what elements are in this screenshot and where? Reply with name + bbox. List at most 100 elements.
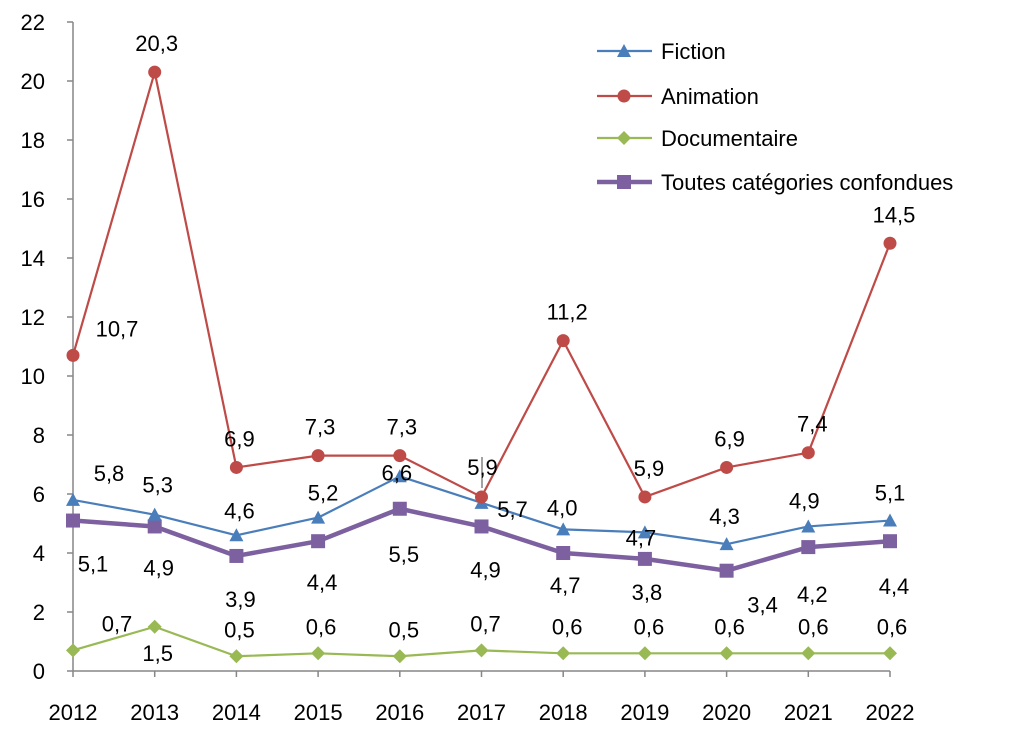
data-point bbox=[311, 534, 326, 549]
legend-marker bbox=[617, 131, 631, 145]
data-point bbox=[801, 446, 815, 460]
legend-label: Fiction bbox=[661, 39, 726, 64]
data-point bbox=[148, 65, 162, 79]
data-label: 5,1 bbox=[875, 481, 906, 506]
data-label: 7,3 bbox=[387, 415, 418, 440]
data-label: 0,5 bbox=[389, 617, 420, 642]
data-point bbox=[556, 646, 571, 661]
legend-marker bbox=[617, 44, 631, 57]
data-label: 5,8 bbox=[94, 461, 125, 486]
data-label: 10,7 bbox=[96, 316, 139, 341]
y-tick-label: 14 bbox=[21, 246, 45, 271]
legend-label: Toutes catégories confondues bbox=[661, 170, 953, 195]
data-point bbox=[475, 490, 488, 504]
x-tick-label: 2016 bbox=[375, 700, 424, 725]
data-label: 5,5 bbox=[389, 542, 420, 567]
data-label: 5,7 bbox=[497, 497, 528, 522]
data-label: 0,6 bbox=[877, 614, 908, 639]
data-label: 0,6 bbox=[306, 614, 337, 639]
data-label: 6,6 bbox=[382, 460, 413, 485]
data-labels: 5,8 5,3 4,6 5,2 6,6 5,7 4,0 4,7 4,3 4,9 5,1 10,7 20,… bbox=[78, 31, 916, 666]
data-label: 0,7 bbox=[102, 611, 133, 636]
data-point bbox=[801, 519, 816, 533]
data-label: 0,5 bbox=[224, 617, 255, 642]
data-label: 5,9 bbox=[634, 456, 665, 481]
legend-entry: Toutes catégories confondues bbox=[597, 170, 953, 195]
series-diamond bbox=[66, 619, 897, 664]
legend-label: Animation bbox=[661, 84, 759, 109]
data-label: 20,3 bbox=[135, 31, 178, 56]
y-tick-label: 4 bbox=[33, 541, 45, 566]
data-point bbox=[229, 528, 244, 542]
data-point bbox=[147, 519, 162, 534]
y-tick-label: 2 bbox=[33, 600, 45, 625]
data-label: 7,3 bbox=[305, 415, 336, 440]
data-point bbox=[393, 449, 407, 463]
x-tick-label: 2013 bbox=[130, 700, 179, 725]
data-point bbox=[637, 646, 652, 661]
data-label: 11,2 bbox=[547, 300, 588, 325]
data-point bbox=[801, 540, 816, 555]
data-point bbox=[719, 646, 734, 661]
data-label: 5,2 bbox=[308, 481, 339, 506]
data-label: 3,9 bbox=[225, 587, 256, 612]
x-tick-label: 2012 bbox=[49, 700, 98, 725]
data-label: 4,7 bbox=[550, 573, 581, 598]
x-tick-label: 2020 bbox=[702, 700, 751, 725]
data-point bbox=[392, 469, 407, 483]
data-point bbox=[311, 449, 325, 463]
data-label: 4,7 bbox=[626, 525, 657, 550]
data-label: 5,3 bbox=[142, 473, 173, 498]
series-layer bbox=[66, 65, 897, 664]
x-tick-label: 2019 bbox=[620, 700, 669, 725]
data-label: 5,1 bbox=[78, 552, 109, 577]
x-tick-label: 2022 bbox=[866, 700, 915, 725]
data-point bbox=[311, 646, 326, 661]
legend-marker bbox=[617, 89, 631, 103]
data-point bbox=[719, 537, 734, 551]
data-label: 4,6 bbox=[224, 498, 255, 523]
x-tick-label: 2021 bbox=[784, 700, 833, 725]
data-point bbox=[883, 513, 897, 527]
y-tick-label: 10 bbox=[21, 364, 45, 389]
y-tick-label: 6 bbox=[33, 482, 45, 507]
data-label: 6,9 bbox=[224, 426, 255, 451]
data-label: 1,5 bbox=[142, 641, 173, 666]
data-point bbox=[66, 348, 80, 362]
data-label: 3,4 bbox=[747, 593, 778, 618]
data-point bbox=[229, 460, 243, 474]
legend-label: Documentaire bbox=[661, 126, 798, 151]
data-label: 6,9 bbox=[714, 426, 745, 451]
data-point bbox=[883, 646, 897, 661]
data-point bbox=[392, 501, 407, 516]
data-point bbox=[637, 551, 652, 566]
y-tick-label: 18 bbox=[21, 128, 45, 153]
y-tick-label: 12 bbox=[21, 305, 45, 330]
data-point bbox=[66, 513, 80, 528]
data-label: 4,9 bbox=[470, 557, 501, 582]
data-point bbox=[801, 646, 816, 661]
data-label: 14,5 bbox=[873, 202, 916, 227]
data-point bbox=[229, 649, 244, 664]
data-point bbox=[638, 490, 652, 504]
data-point bbox=[720, 460, 734, 474]
data-label: 4,4 bbox=[307, 570, 338, 595]
legend-marker bbox=[617, 175, 631, 189]
y-tick-label: 20 bbox=[21, 69, 45, 94]
data-point bbox=[229, 548, 244, 563]
data-point bbox=[66, 643, 80, 658]
data-label: 0,6 bbox=[634, 614, 665, 639]
data-point bbox=[637, 525, 652, 539]
y-tick-label: 0 bbox=[33, 659, 45, 684]
data-point bbox=[883, 236, 897, 250]
data-label: 0,6 bbox=[552, 614, 583, 639]
data-label: 7,4 bbox=[797, 412, 828, 437]
y-tick-label: 16 bbox=[21, 187, 45, 212]
legend-entry: Documentaire bbox=[597, 126, 798, 151]
series-circle bbox=[66, 65, 897, 504]
x-tick-label: 2014 bbox=[212, 700, 261, 725]
data-label: 3,8 bbox=[632, 580, 663, 605]
data-label: 4,0 bbox=[547, 495, 578, 520]
